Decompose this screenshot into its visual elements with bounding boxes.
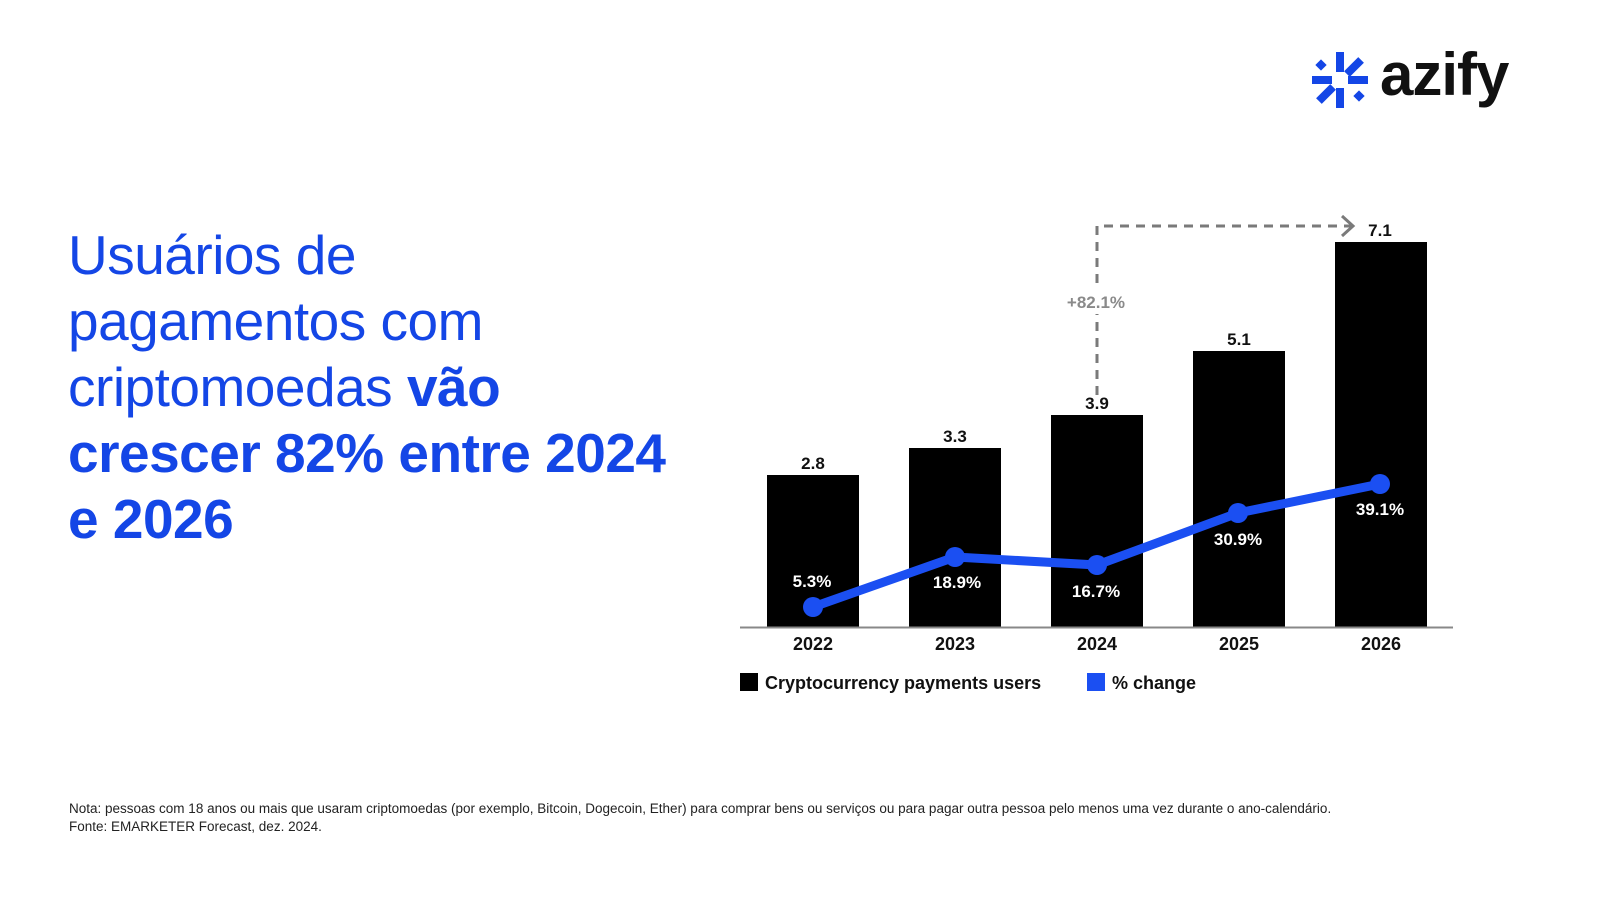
- x-tick-2023: 2023: [935, 634, 975, 654]
- page-title: Usuários de pagamentos com criptomoedas …: [68, 222, 668, 552]
- legend-label-change: % change: [1112, 673, 1196, 693]
- bar-label-2026: 7.1: [1368, 221, 1392, 240]
- asterisk-burst-icon: [1312, 52, 1368, 108]
- pct-label-2024: 16.7%: [1072, 582, 1120, 601]
- pct-label-2023: 18.9%: [933, 573, 981, 592]
- bar-label-2025: 5.1: [1227, 330, 1251, 349]
- bar-2025: [1193, 351, 1285, 627]
- brand-logo: azify: [1312, 45, 1509, 108]
- legend-label-users: Cryptocurrency payments users: [765, 673, 1041, 693]
- line-series: [803, 474, 1390, 617]
- bar-label-2022: 2.8: [801, 454, 825, 473]
- footnote: Nota: pessoas com 18 anos ou mais que us…: [69, 800, 1331, 836]
- legend-swatch-users: [740, 673, 758, 691]
- x-tick-2026: 2026: [1361, 634, 1401, 654]
- pct-label-2025: 30.9%: [1214, 530, 1262, 549]
- legend-swatch-change: [1087, 673, 1105, 691]
- x-tick-2025: 2025: [1219, 634, 1259, 654]
- bar-2024: [1051, 415, 1143, 627]
- x-tick-2022: 2022: [793, 634, 833, 654]
- brand-name: azify: [1380, 41, 1509, 108]
- x-tick-2024: 2024: [1077, 634, 1117, 654]
- bar-series: [767, 242, 1427, 627]
- footnote-fonte: Fonte: EMARKETER Forecast, dez. 2024.: [69, 819, 322, 834]
- bar-label-2023: 3.3: [943, 427, 967, 446]
- growth-annotation: +82.1%: [1060, 214, 1356, 395]
- annotation-label: +82.1%: [1067, 293, 1125, 312]
- chart-legend: Cryptocurrency payments users % change: [740, 673, 1196, 693]
- bar-2026: [1335, 242, 1427, 627]
- bar-label-2024: 3.9: [1085, 394, 1109, 413]
- title-regular: Usuários de pagamentos com criptomoedas: [68, 224, 483, 418]
- pct-label-2022: 5.3%: [793, 572, 832, 591]
- bar-2023: [909, 448, 1001, 627]
- pct-label-2026: 39.1%: [1356, 500, 1404, 519]
- title-bold: vão crescer 82% entre 2024 e 2026: [68, 356, 666, 550]
- footnote-nota: Nota: pessoas com 18 anos ou mais que us…: [69, 801, 1332, 816]
